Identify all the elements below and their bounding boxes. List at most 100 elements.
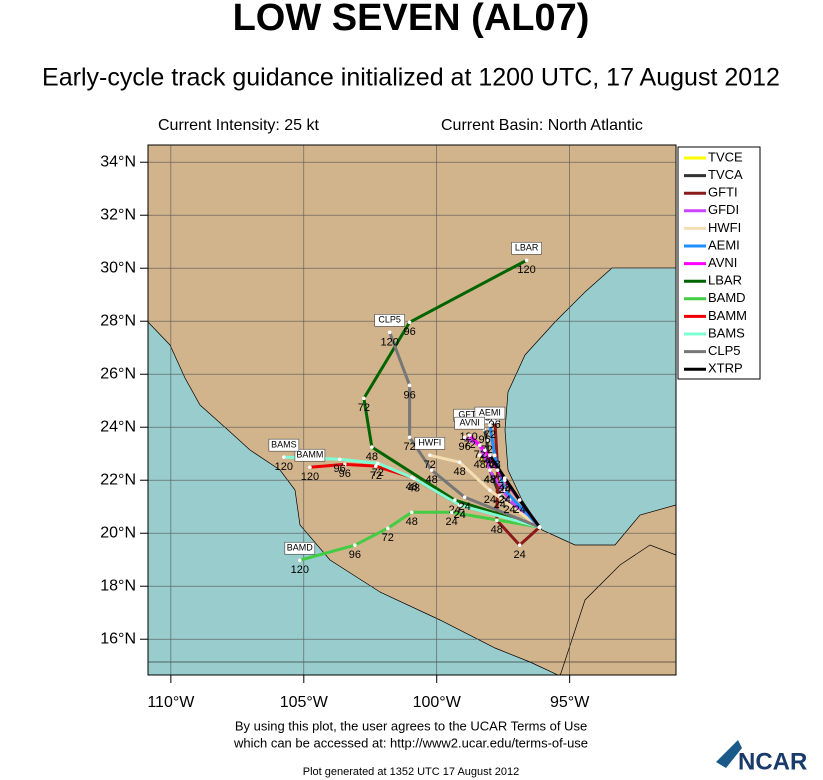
track-point — [483, 448, 487, 453]
track-point — [488, 423, 492, 427]
x-tick-label: 100°W — [413, 694, 462, 711]
track-point — [477, 443, 482, 448]
hour-label: 24 — [445, 516, 457, 528]
hour-label: 72 — [372, 467, 384, 479]
track-point — [484, 438, 489, 443]
legend-label: GFTI — [708, 185, 738, 200]
hour-label: 96 — [349, 549, 361, 561]
hour-label: 48 — [484, 474, 496, 486]
hour-label: 48 — [499, 482, 511, 494]
hour-label: 24 — [499, 494, 511, 506]
hour-label: 120 — [459, 431, 477, 443]
track-point — [308, 465, 312, 470]
track-point — [375, 461, 380, 466]
y-tick-label: 16°N — [100, 630, 136, 647]
gulf-of-mexico — [504, 267, 676, 546]
central-america — [559, 544, 676, 675]
end-box-label: BAMS — [271, 440, 297, 450]
end-box — [294, 448, 326, 462]
legend-label: LBAR — [708, 273, 742, 288]
track-point — [462, 495, 467, 499]
hour-label: 72 — [382, 532, 394, 544]
footer-line: which can be accessed at: http://www2.uc… — [233, 735, 588, 750]
hour-label: 48 — [453, 466, 465, 478]
hour-label: 24 — [514, 549, 526, 561]
track-point — [488, 468, 492, 472]
hour-label: 72 — [484, 429, 496, 441]
track-point — [407, 383, 412, 388]
track-point — [492, 453, 497, 458]
legend-label: BAMD — [708, 290, 746, 305]
hour-label: 120 — [291, 564, 309, 576]
y-tick-label: 30°N — [100, 259, 136, 276]
track-point — [524, 258, 529, 263]
track-point — [412, 476, 416, 481]
hour-label: 48 — [406, 481, 418, 493]
hour-label: 96 — [489, 419, 501, 431]
track-point — [374, 464, 378, 468]
end-box-label: LBAR — [515, 243, 539, 253]
track-point — [337, 457, 342, 462]
end-box-label: AEMI — [479, 407, 501, 417]
y-tick-label: 34°N — [100, 153, 136, 170]
track-point — [429, 468, 434, 472]
track-point — [507, 498, 512, 502]
end-box-label: CLP5 — [378, 315, 401, 325]
hour-label: 96 — [339, 468, 351, 480]
track-point — [488, 488, 492, 493]
generated-note: Plot generated at 1352 UTC 17 August 201… — [303, 766, 520, 778]
end-box-label: BAMM — [296, 450, 323, 460]
track-point — [449, 510, 454, 515]
track-point — [457, 460, 462, 465]
end-box — [414, 437, 446, 450]
end-box — [374, 314, 405, 327]
track-line — [488, 454, 541, 529]
hour-label: 48 — [366, 451, 378, 463]
hour-label: 48 — [479, 454, 491, 466]
track-point — [495, 518, 499, 523]
hour-label: 24 — [499, 484, 511, 496]
y-tick-label: 24°N — [100, 418, 136, 435]
hour-label: 120 — [380, 336, 398, 348]
hour-label: 120 — [275, 461, 293, 473]
x-tick-label: 105°W — [280, 694, 329, 711]
track-point — [477, 453, 482, 458]
y-tick-label: 18°N — [100, 577, 136, 594]
track-line — [388, 331, 541, 529]
track-point — [387, 330, 392, 335]
end-box — [284, 541, 316, 555]
hour-label: 48 — [406, 516, 418, 528]
track-point — [353, 543, 357, 547]
hour-label: 24 — [514, 504, 526, 516]
y-tick-label: 20°N — [100, 524, 136, 541]
x-tick-label: 110°W — [147, 694, 195, 711]
track-point — [517, 498, 522, 502]
track-point — [428, 453, 432, 458]
plot-frame — [147, 144, 677, 676]
hour-label: 120 — [517, 264, 535, 276]
hour-label: 24 — [499, 494, 511, 506]
y-tick-label: 22°N — [100, 471, 136, 488]
track-point — [409, 510, 414, 515]
track-point — [462, 435, 467, 440]
hour-label: 96 — [459, 441, 471, 453]
hour-label: 24 — [453, 509, 465, 521]
hour-label: 72 — [464, 439, 476, 451]
hour-label: 72 — [403, 441, 415, 453]
hour-label: 96 — [403, 326, 415, 338]
end-box — [511, 241, 542, 255]
legend-label: GFDI — [708, 202, 739, 217]
track-point — [517, 543, 522, 547]
title: LOW SEVEN (AL07) — [233, 0, 590, 39]
track-line — [283, 455, 541, 529]
hour-label: 24 — [494, 499, 506, 511]
plot-layer: 244824487296TVCA24487296120GFTI244872962… — [148, 145, 676, 675]
track-point — [453, 498, 457, 502]
track-point — [386, 526, 390, 530]
end-box — [454, 416, 485, 430]
track-point — [495, 468, 500, 472]
hour-label: 72 — [481, 444, 493, 456]
hour-label: 72 — [474, 449, 486, 461]
logo: NCAR — [738, 748, 807, 775]
